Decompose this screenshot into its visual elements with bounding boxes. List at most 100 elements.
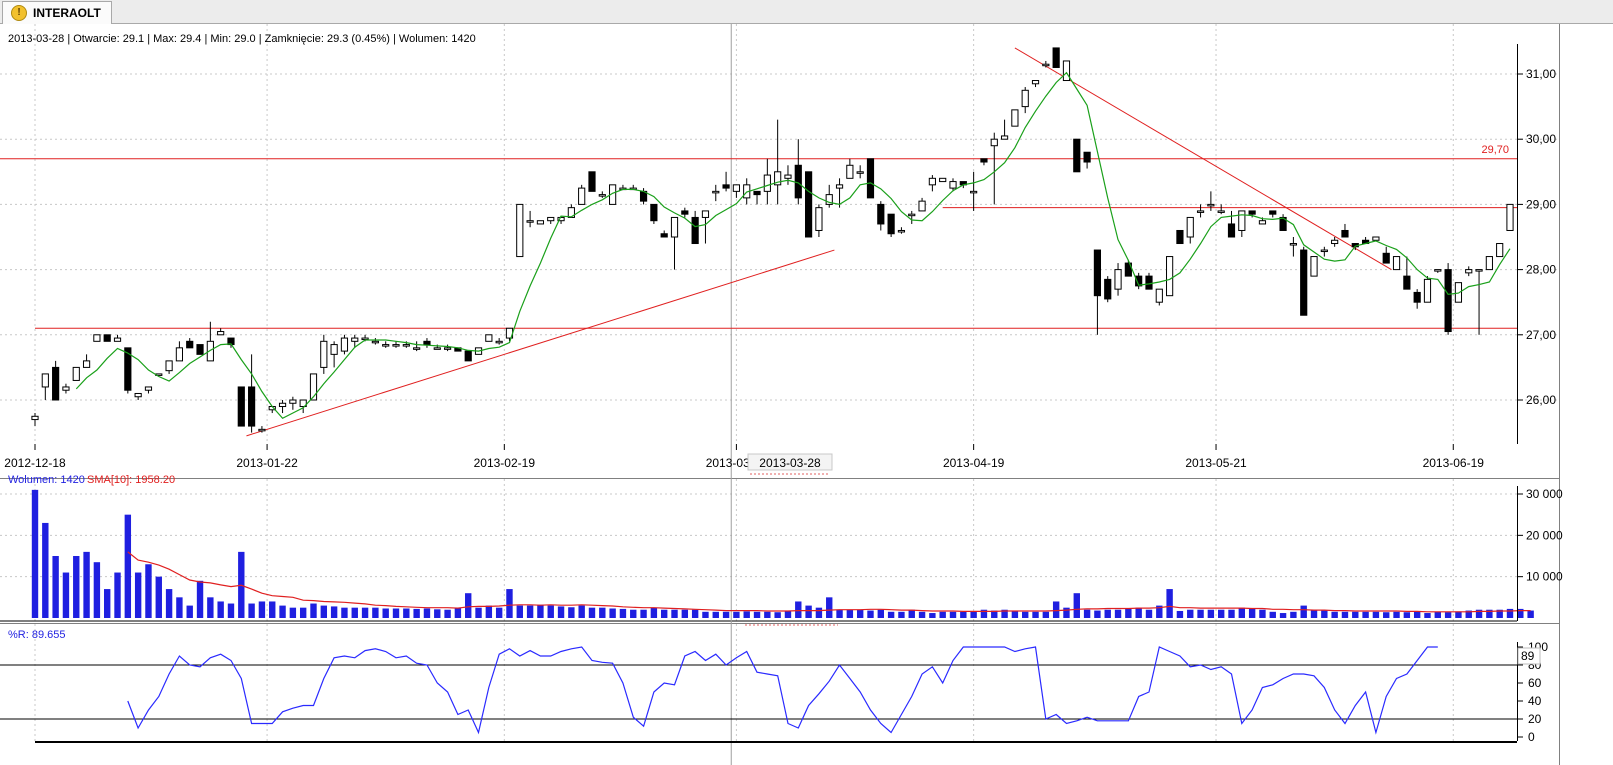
candle-body-up (567, 207, 575, 218)
volume-bar (1083, 609, 1091, 618)
candle (877, 201, 885, 231)
candle-body-up (41, 373, 49, 388)
candle-body-down (423, 340, 431, 346)
crosshair-date-label: 2013-03-28 (759, 456, 821, 470)
candle-body-up (382, 344, 390, 347)
volume-bar (186, 605, 193, 618)
volume-bar (1187, 609, 1194, 618)
candle (1279, 214, 1287, 231)
candle (495, 338, 503, 345)
price-gridlines (0, 24, 1560, 444)
candle-body-up (763, 174, 771, 192)
candle (392, 341, 400, 348)
candle (175, 341, 183, 362)
candle-body-up (495, 340, 503, 344)
volume-bar (681, 609, 689, 618)
candle (237, 386, 245, 427)
candle (1114, 263, 1122, 296)
volume-bar (392, 608, 400, 618)
candle-body-up (1238, 210, 1246, 231)
candle-body-up (1485, 256, 1493, 271)
candle-body-up (1289, 243, 1297, 246)
volume-bar (960, 611, 967, 618)
volume-bar (1413, 611, 1421, 618)
candle-body-up (1217, 210, 1225, 213)
volume-bar (733, 611, 740, 618)
candle (825, 184, 833, 208)
volume-bars (31, 489, 1534, 618)
volume-bar (856, 609, 864, 618)
volume-bar (939, 611, 946, 618)
volume-bar (62, 572, 70, 618)
candle-body-up (1392, 256, 1401, 271)
candle-body-up (165, 360, 173, 372)
candle (598, 191, 606, 198)
candle (835, 178, 844, 208)
candle (340, 334, 349, 355)
wr-threshold-lines (0, 664, 1517, 720)
volume-bar (299, 607, 307, 618)
candle-body-down (103, 334, 111, 342)
volume-bar (1166, 589, 1173, 618)
candle (866, 158, 875, 199)
volume-bar (753, 611, 761, 618)
candle (1423, 276, 1432, 303)
candle-body-up (732, 184, 740, 192)
candle-body-up (72, 366, 80, 381)
candle (1083, 151, 1091, 169)
candle-body-up (340, 337, 349, 352)
candle-body-up (217, 331, 225, 336)
volume-bar (1341, 611, 1349, 618)
volume-bar (1496, 609, 1503, 618)
wr-tick-label: 0 (1528, 730, 1535, 744)
candle (536, 220, 545, 225)
candle (516, 203, 524, 258)
candle-body-up (82, 360, 91, 368)
candle-body-down (1341, 229, 1349, 238)
volume-bar (722, 611, 730, 618)
volume-gridlines (0, 479, 1517, 622)
candle (1031, 80, 1040, 88)
candle (413, 341, 421, 352)
candle (1176, 229, 1184, 245)
volume-bar (1279, 613, 1287, 618)
candle-body-up (62, 386, 70, 391)
candle-body-down (1083, 151, 1091, 163)
wr-value-label: 89 (1521, 649, 1535, 663)
date-tick-label: 2013-02-19 (474, 456, 536, 470)
candle-body-up (1372, 236, 1380, 241)
candle (1289, 237, 1297, 257)
volume-bar (1063, 607, 1070, 618)
moving-average-line (75, 71, 1511, 420)
candle (1073, 138, 1081, 173)
candle (196, 344, 204, 355)
candle-body-down (691, 216, 699, 245)
candle-body-up (670, 216, 679, 238)
candle (1217, 204, 1225, 215)
volume-bar (609, 608, 616, 618)
volume-bar (1125, 608, 1132, 618)
volume-bar (351, 607, 358, 618)
wr-tick-label: 20 (1528, 712, 1542, 726)
volume-bar (1372, 611, 1380, 618)
candle (526, 210, 534, 228)
candle-body-up (1155, 288, 1163, 303)
candle-body-down (1124, 262, 1132, 277)
tab-interaolt[interactable]: ! INTERAOLT (2, 1, 112, 24)
price-tick-label: 30,00 (1526, 132, 1556, 146)
candle-body-down (1135, 275, 1143, 287)
candle-body-up (433, 347, 441, 350)
volume-bar (1073, 593, 1080, 618)
volume-bar (382, 608, 389, 618)
volume-bar (1145, 609, 1153, 618)
volume-bar (1310, 609, 1318, 618)
candle (1475, 269, 1483, 335)
volume-bar (454, 607, 462, 618)
candle-body-down (1413, 291, 1421, 303)
volume-bar (361, 607, 369, 618)
chart-area[interactable]: 26,00 27,00 28,00 29,00 30,00 31,00 2012-12-1… (0, 24, 1613, 765)
candle-body-up (1000, 135, 1009, 140)
candle-body-down (877, 203, 885, 225)
candle-body-up (309, 373, 318, 401)
candle (93, 334, 101, 342)
